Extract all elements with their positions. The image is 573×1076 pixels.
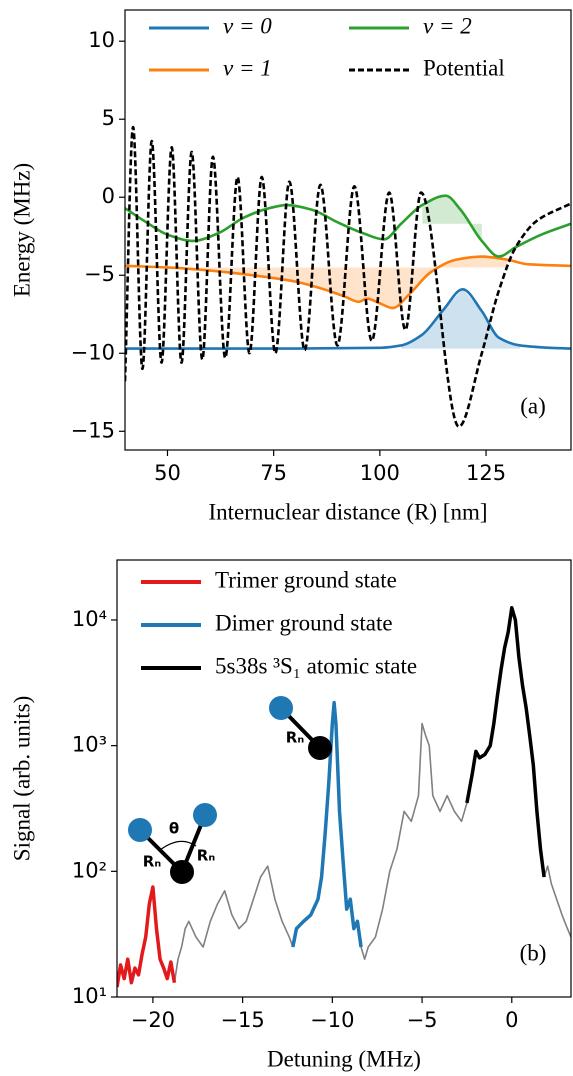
y-axis-label: Energy (MHz) — [9, 163, 34, 297]
series-line — [117, 885, 177, 988]
y-tick-label: −5 — [84, 262, 115, 286]
chart-b: −20 −15 −10 −5 0 10¹ 10² 10³ 10⁴ Detuning (MHz) Si… — [9, 559, 572, 1071]
legend-label: Dimer ground state — [215, 610, 393, 635]
fill-area — [401, 289, 521, 349]
x-tick-label: 75 — [260, 461, 287, 485]
x-tick-label: 100 — [360, 461, 400, 485]
y-tick-label: 10 — [88, 28, 115, 52]
panel-label: (b) — [520, 940, 547, 965]
atom — [170, 860, 194, 884]
y-tick-label: 0 — [102, 184, 115, 208]
x-tick-label: −5 — [407, 1008, 438, 1032]
y-tick-label: −15 — [71, 418, 115, 442]
y-tick-label: 10¹ — [72, 984, 107, 1008]
series-line — [125, 194, 571, 258]
y-tick-label: 5 — [102, 106, 115, 130]
x-tick-label: −20 — [131, 1008, 175, 1032]
x-tick-label: 50 — [154, 461, 181, 485]
x-tick-label: −10 — [310, 1008, 354, 1032]
annotation: Rₙ — [197, 847, 216, 865]
annotation: θ — [169, 820, 179, 838]
series-line — [125, 255, 571, 310]
x-tick-label: −15 — [220, 1008, 264, 1032]
atom — [128, 818, 152, 842]
legend-label: Trimer ground state — [215, 567, 397, 592]
fill-area — [422, 195, 482, 241]
legend-label: ν = 2 — [423, 13, 472, 38]
panel-label: (a) — [520, 393, 546, 418]
series-line — [291, 700, 363, 948]
annotation: Rₙ — [286, 729, 305, 747]
legend-label: Potential — [423, 55, 505, 80]
series-line — [173, 722, 571, 983]
legend-label: ν = 0 — [223, 13, 272, 38]
series-line — [465, 606, 546, 878]
atom — [308, 736, 332, 760]
angle-arc — [159, 840, 197, 851]
axes-frame — [124, 9, 572, 451]
y-axis-label: Signal (arb. units) — [9, 696, 34, 861]
legend-label: ν = 1 — [223, 55, 272, 80]
plot-area — [117, 606, 571, 988]
x-tick-label: 125 — [466, 461, 506, 485]
x-tick-label: 0 — [505, 1008, 518, 1032]
atom — [269, 696, 293, 720]
x-axis-label: Internuclear distance (R) [nm] — [208, 499, 487, 524]
legend-label: 5s38s ³S₁ atomic state — [215, 653, 417, 678]
atom — [193, 803, 217, 827]
fill-area — [167, 256, 508, 309]
y-tick-label: −10 — [71, 340, 115, 364]
y-tick-label: 10⁴ — [72, 607, 107, 631]
y-tick-label: 10² — [72, 858, 107, 882]
molecule-icons: θ Rₙ Rₙ Rₙ — [128, 696, 332, 884]
annotation: Rₙ — [143, 853, 162, 871]
x-axis-label: Detuning (MHz) — [267, 1046, 421, 1071]
y-tick-label: 10³ — [72, 733, 107, 757]
axes-frame — [116, 559, 572, 998]
plot-area — [125, 125, 571, 428]
